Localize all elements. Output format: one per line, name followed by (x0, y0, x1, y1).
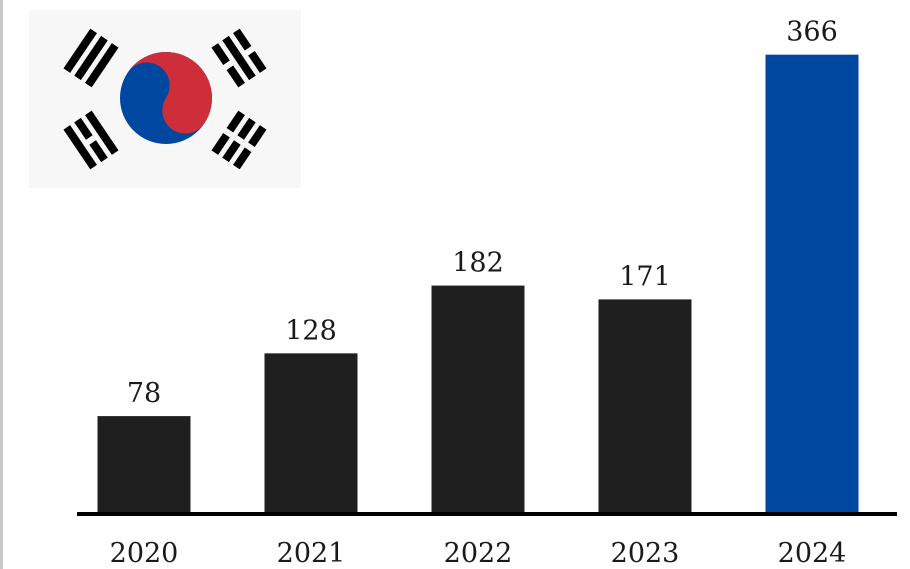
value-labels-group: 78 128 182 171 366 (127, 17, 838, 409)
bar-2020 (97, 416, 191, 514)
trigram-top-right (211, 28, 267, 88)
value-label-2020: 78 (127, 378, 161, 409)
value-label-2024: 366 (786, 17, 838, 48)
value-label-2023: 171 (619, 261, 671, 292)
trigram-bottom-right (211, 110, 267, 170)
flag-graphic (63, 28, 267, 170)
bar-2023 (598, 299, 692, 514)
bars-group (97, 54, 859, 515)
bar-chart: 78 128 182 171 366 2020 2021 2022 2023 2024 (77, 17, 897, 569)
category-label-2020: 2020 (110, 538, 179, 569)
south-korea-flag-icon (29, 10, 301, 188)
trigram-bottom-left (63, 110, 119, 170)
category-labels-group: 2020 2021 2022 2023 2024 (110, 538, 847, 569)
category-label-2023: 2023 (611, 538, 680, 569)
trigram-top-left (63, 28, 119, 88)
category-label-2022: 2022 (444, 538, 513, 569)
value-label-2022: 182 (452, 248, 504, 279)
taegeuk-symbol (120, 52, 212, 144)
bar-2024 (765, 54, 859, 515)
category-label-2021: 2021 (277, 538, 346, 569)
bar-2022 (431, 285, 525, 514)
value-label-2021: 128 (285, 315, 337, 346)
category-label-2024: 2024 (778, 538, 847, 569)
bar-2021 (264, 353, 358, 514)
